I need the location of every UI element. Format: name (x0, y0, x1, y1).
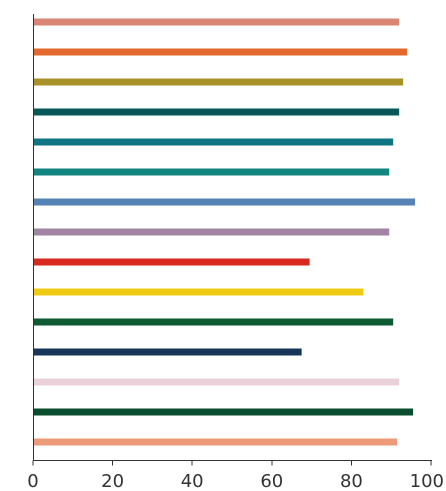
x-tick-label: 100 (410, 471, 444, 491)
x-tick-label: 20 (101, 471, 124, 491)
x-tick-label: 0 (27, 471, 38, 491)
bar-2 (33, 48, 408, 56)
bar-13 (33, 378, 400, 386)
bar-11 (33, 318, 394, 326)
bar-14 (33, 408, 414, 416)
bar-15 (33, 438, 398, 446)
bar-1 (33, 18, 400, 26)
bar-7 (33, 198, 416, 206)
bars-group (33, 18, 416, 446)
bar-5 (33, 138, 394, 146)
bar-6 (33, 168, 390, 176)
x-tick-label: 60 (260, 471, 283, 491)
x-tick-label: 80 (340, 471, 363, 491)
x-axis-ticks: 0 20 40 60 80 100 (27, 460, 444, 491)
bar-3 (33, 78, 404, 86)
bar-8 (33, 228, 390, 236)
bar-9 (33, 258, 310, 266)
bar-4 (33, 108, 400, 116)
x-tick-label: 40 (181, 471, 204, 491)
bar-12 (33, 348, 302, 356)
bar-10 (33, 288, 364, 296)
